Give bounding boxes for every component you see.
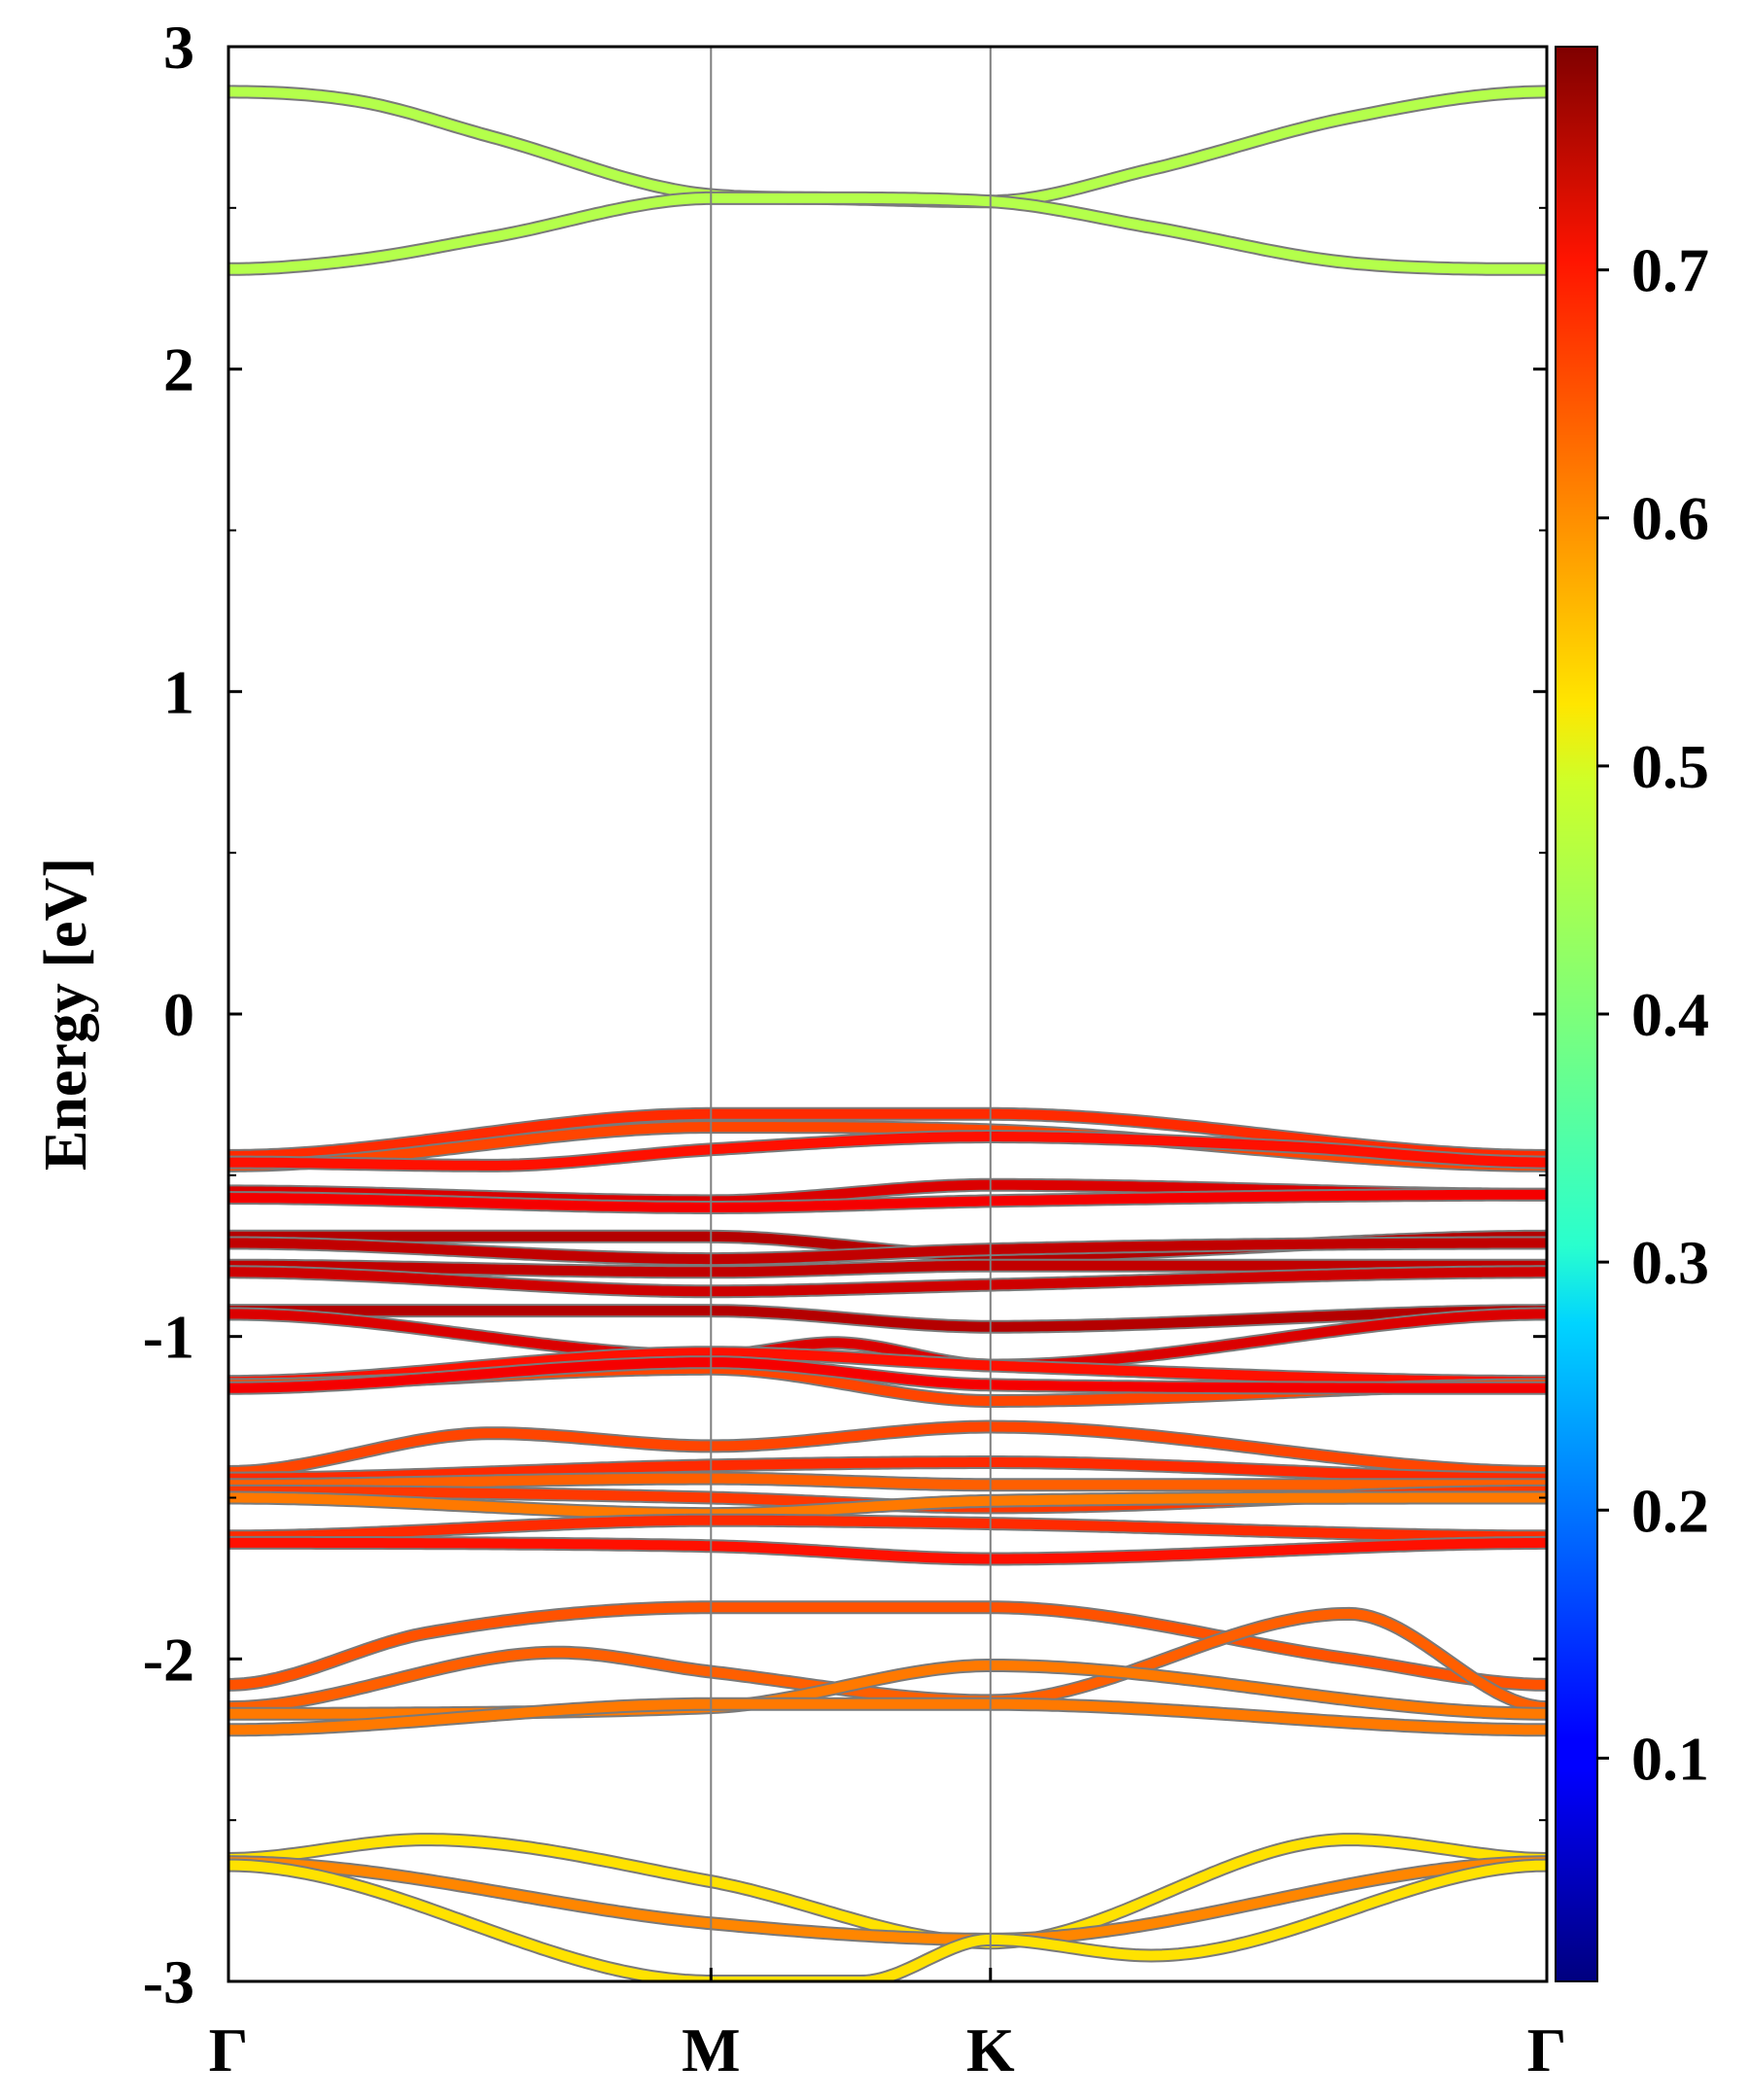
band-10 (228, 1258, 1547, 1279)
band-line (228, 1421, 1547, 1477)
y-tick-label: -2 (143, 1625, 194, 1694)
band-line (228, 1835, 1547, 1948)
band-line (228, 1309, 1547, 1371)
band-7 (228, 1187, 1547, 1214)
band-16 (228, 1355, 1547, 1395)
colorbar-tick-label: 0.4 (1631, 980, 1709, 1049)
band-line (228, 1357, 1547, 1393)
band-19 (228, 1471, 1547, 1492)
band-27 (228, 1697, 1547, 1737)
band-17 (228, 1419, 1547, 1479)
y-tick-label: 0 (163, 980, 194, 1049)
band-9 (228, 1236, 1547, 1267)
band-30 (228, 1858, 1547, 1981)
band-line (228, 1473, 1547, 1490)
band-line (228, 87, 1547, 207)
band-28 (228, 1833, 1547, 1950)
high-symmetry-lines (710, 47, 992, 1981)
band-line (228, 1267, 1547, 1297)
band-22 (228, 1513, 1547, 1544)
colorbar-tick-label: 0.6 (1631, 484, 1709, 553)
band-1 (228, 85, 1547, 209)
band-line (228, 1698, 1547, 1735)
band-11 (228, 1265, 1547, 1299)
y-tick-label: -1 (143, 1303, 194, 1372)
y-axis: 3 2 1 0 -1 -2 -3 (143, 13, 1547, 2016)
y-tick-label: 2 (163, 335, 194, 404)
y-tick-label: -3 (143, 1947, 194, 2016)
colorbar-ticks: 0.7 0.6 0.5 0.4 0.3 0.2 0.1 (1597, 236, 1709, 1793)
band-line (228, 1857, 1547, 1944)
colorbar (1555, 46, 1598, 1982)
band-29 (228, 1855, 1547, 1946)
colorbar-tick-label: 0.5 (1631, 732, 1709, 801)
band-3 (228, 1106, 1547, 1163)
band-12 (228, 1304, 1547, 1334)
band-23 (228, 1535, 1547, 1566)
band-line (228, 1132, 1547, 1171)
band-line (228, 1108, 1547, 1161)
band-outline (228, 85, 1547, 209)
colorbar-tick-label: 0.3 (1631, 1228, 1709, 1297)
band-2 (228, 191, 1547, 276)
band-line (228, 1348, 1547, 1387)
band-line (228, 1238, 1547, 1265)
band-line (228, 192, 1547, 274)
band-18 (228, 1455, 1547, 1486)
band-line (228, 1602, 1547, 1690)
band-21 (228, 1490, 1547, 1522)
x-tick-label: Γ (209, 2015, 249, 2084)
x-tick-label: M (682, 2015, 740, 2084)
y-tick-label: 1 (163, 657, 194, 726)
band-line (228, 1306, 1547, 1332)
y-axis-label: Energy [eV] (33, 858, 99, 1171)
x-tick-label: K (966, 2015, 1015, 2084)
colorbar-tick-label: 0.1 (1631, 1724, 1709, 1793)
band-line (228, 1537, 1547, 1564)
colorbar-tick-label: 0.7 (1631, 236, 1709, 305)
bands-layer (228, 85, 1547, 1981)
band-24 (228, 1600, 1547, 1692)
band-line (228, 1260, 1547, 1278)
y-tick-label: 3 (163, 13, 194, 82)
band-line (228, 1515, 1547, 1542)
band-line (228, 1608, 1547, 1713)
colorbar-tick-label: 0.2 (1631, 1476, 1709, 1545)
band-line (228, 1457, 1547, 1484)
band-line (228, 1860, 1547, 1981)
x-tick-label: Γ (1527, 2015, 1567, 2084)
band-5 (228, 1130, 1547, 1172)
band-line (228, 1492, 1547, 1520)
band-14 (228, 1346, 1547, 1389)
band-13 (228, 1307, 1547, 1373)
band-line (228, 1189, 1547, 1212)
band-25 (228, 1606, 1547, 1715)
